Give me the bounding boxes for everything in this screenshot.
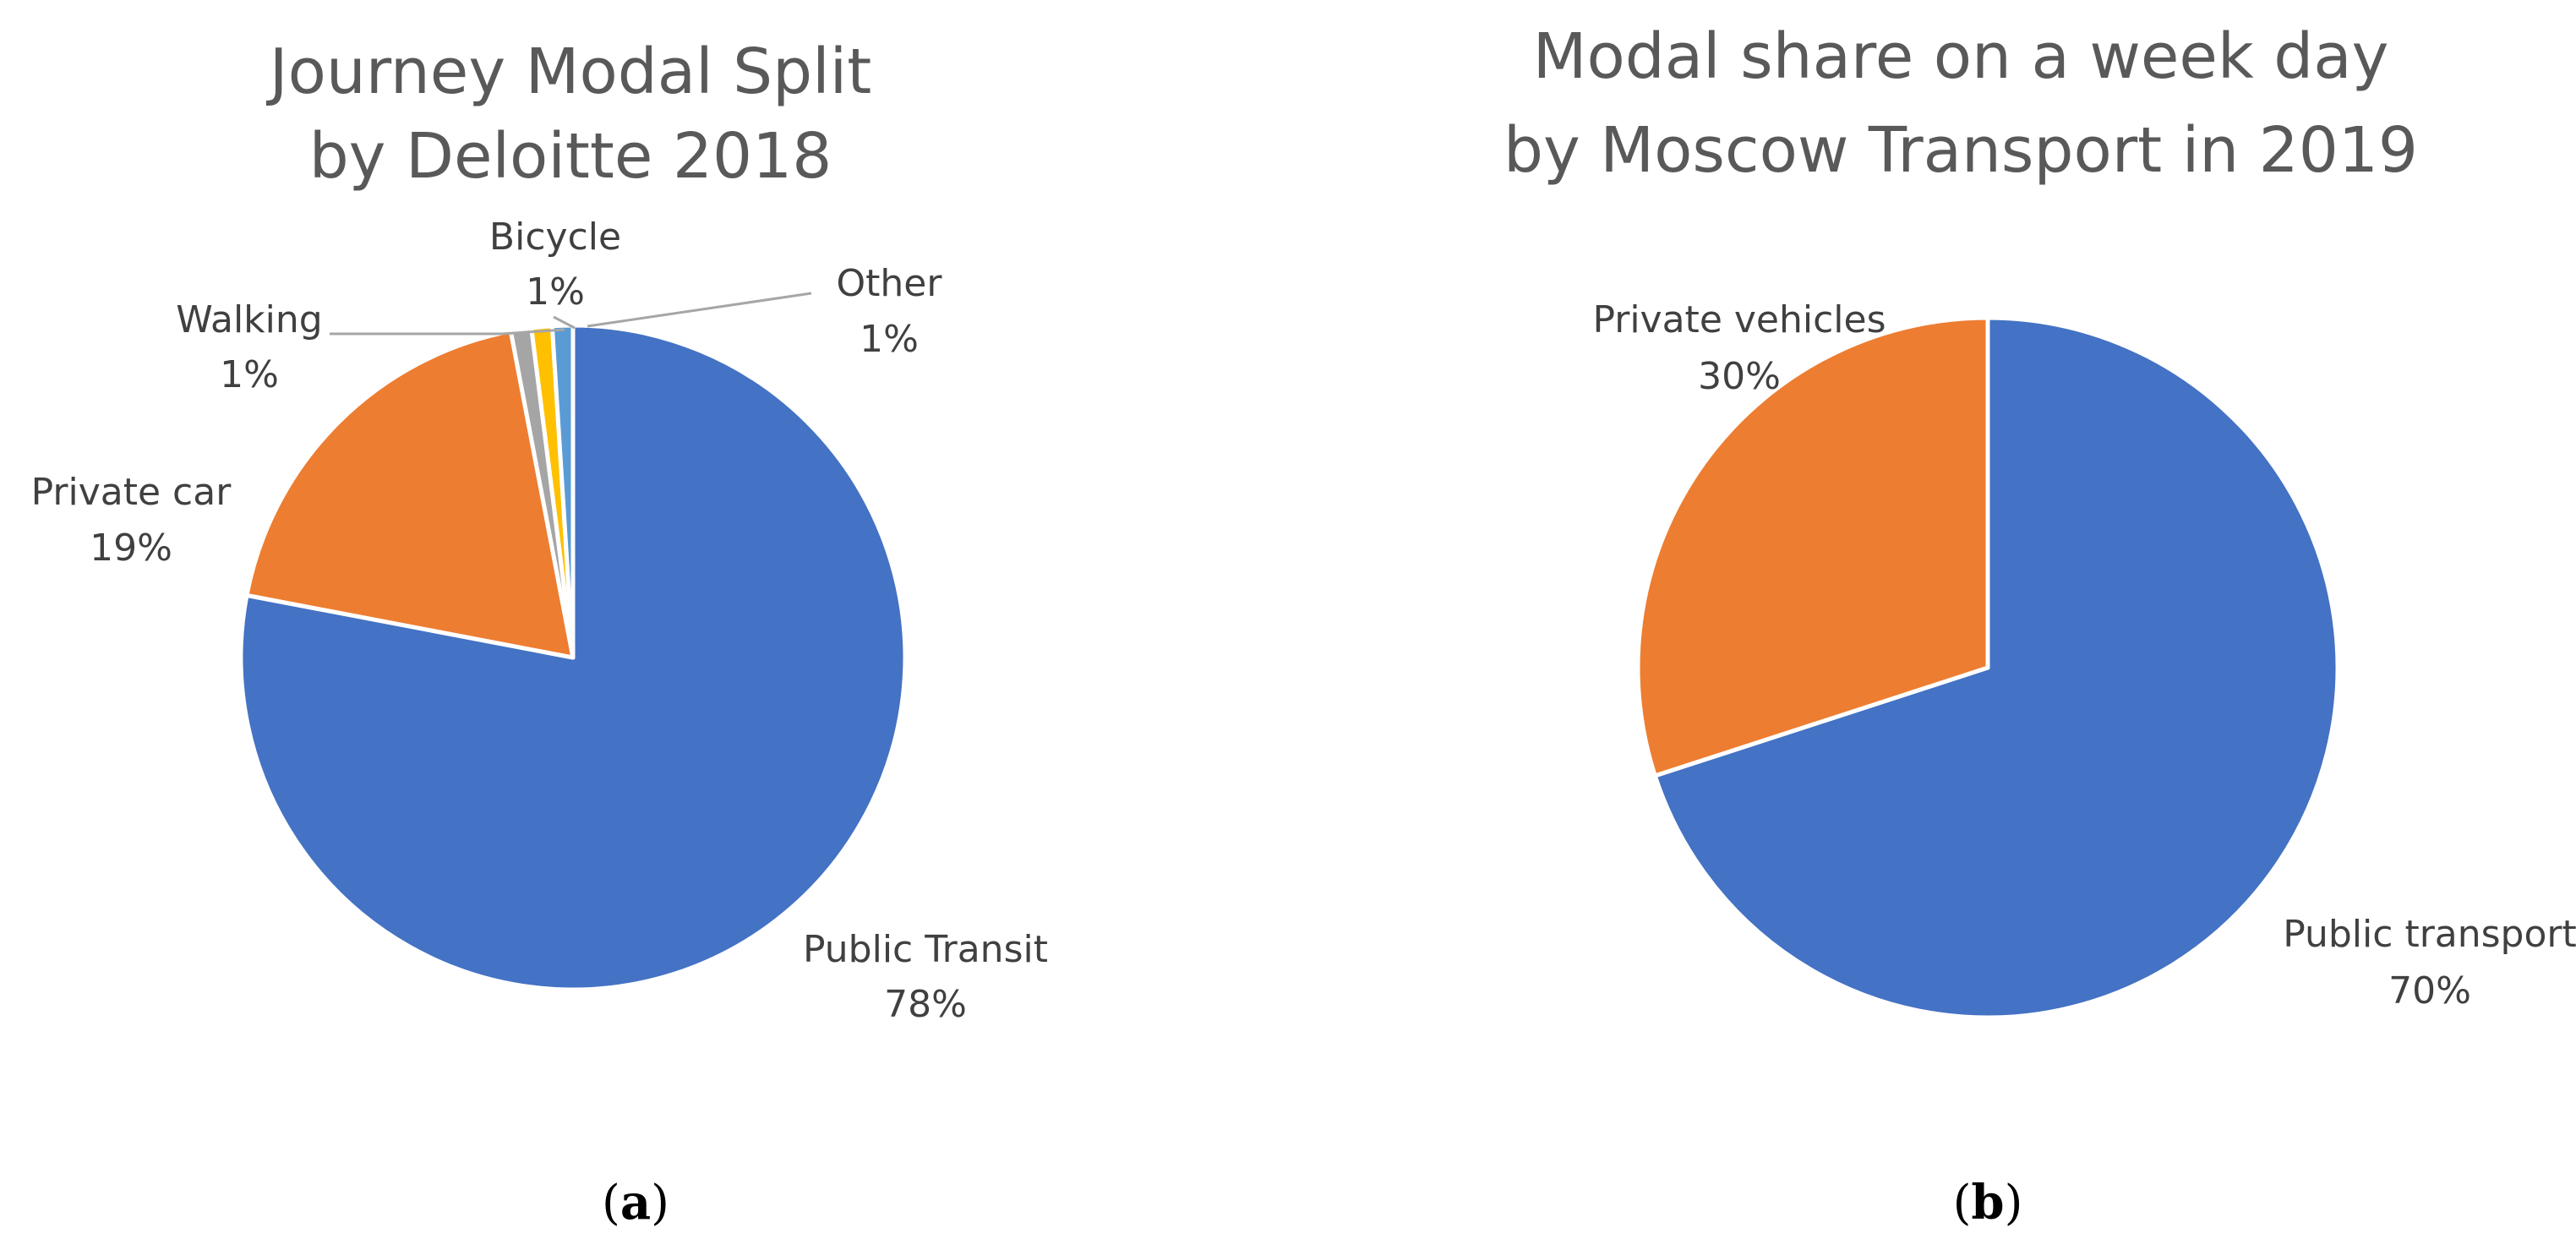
chart-b: Modal share on a week day by Moscow Tran…: [1504, 20, 2576, 1231]
label-private-car-value: 19%: [90, 527, 172, 570]
label-walking-name: Walking: [176, 298, 322, 341]
caption-a-letter: a: [620, 1175, 651, 1231]
chart-a-slice-other: [549, 323, 576, 660]
chart-b-slice-private-vehicles: [1635, 315, 1990, 778]
label-private-vehicles-value: 30%: [1698, 355, 1781, 398]
label-other-name: Other: [837, 262, 943, 305]
chart-b-title-line-2: by Moscow Transport in 2019: [1504, 114, 2418, 187]
caption-b: (b): [1953, 1175, 2023, 1231]
label-private-vehicles-name: Private vehicles: [1592, 298, 1886, 341]
label-other-value: 1%: [860, 318, 919, 361]
label-public-transport-value: 70%: [2388, 969, 2471, 1012]
label-public-transport-name: Public transport: [2283, 913, 2576, 956]
chart-a-slice-private-car: [244, 329, 576, 660]
chart-a: Journey Modal Split by Deloitte 2018 Pub…: [31, 35, 1048, 1231]
label-bicycle-name: Bicycle: [489, 216, 621, 259]
leader-line-bicycle: [553, 315, 576, 330]
leader-line-walking-b: [501, 328, 565, 336]
chart-a-slices: [238, 323, 908, 992]
caption-b-letter: b: [1971, 1175, 2004, 1231]
chart-a-title-line-2: by Deloitte 2018: [309, 120, 832, 193]
label-public-transit-value: 78%: [884, 983, 967, 1026]
chart-b-title-line-1: Modal share on a week day: [1533, 20, 2389, 93]
leader-line-other: [587, 292, 812, 328]
chart-b-slice-public-transport: [1652, 315, 2340, 1020]
label-private-car-name: Private car: [31, 471, 232, 514]
chart-a-leader-lines: [330, 292, 812, 336]
label-bicycle-value: 1%: [526, 270, 585, 314]
caption-a: (a): [602, 1175, 669, 1231]
label-walking-value: 1%: [220, 353, 279, 396]
label-public-transit-name: Public Transit: [803, 928, 1048, 971]
chart-a-title-line-1: Journey Modal Split: [266, 35, 871, 108]
chart-b-slices: [1635, 315, 2340, 1020]
